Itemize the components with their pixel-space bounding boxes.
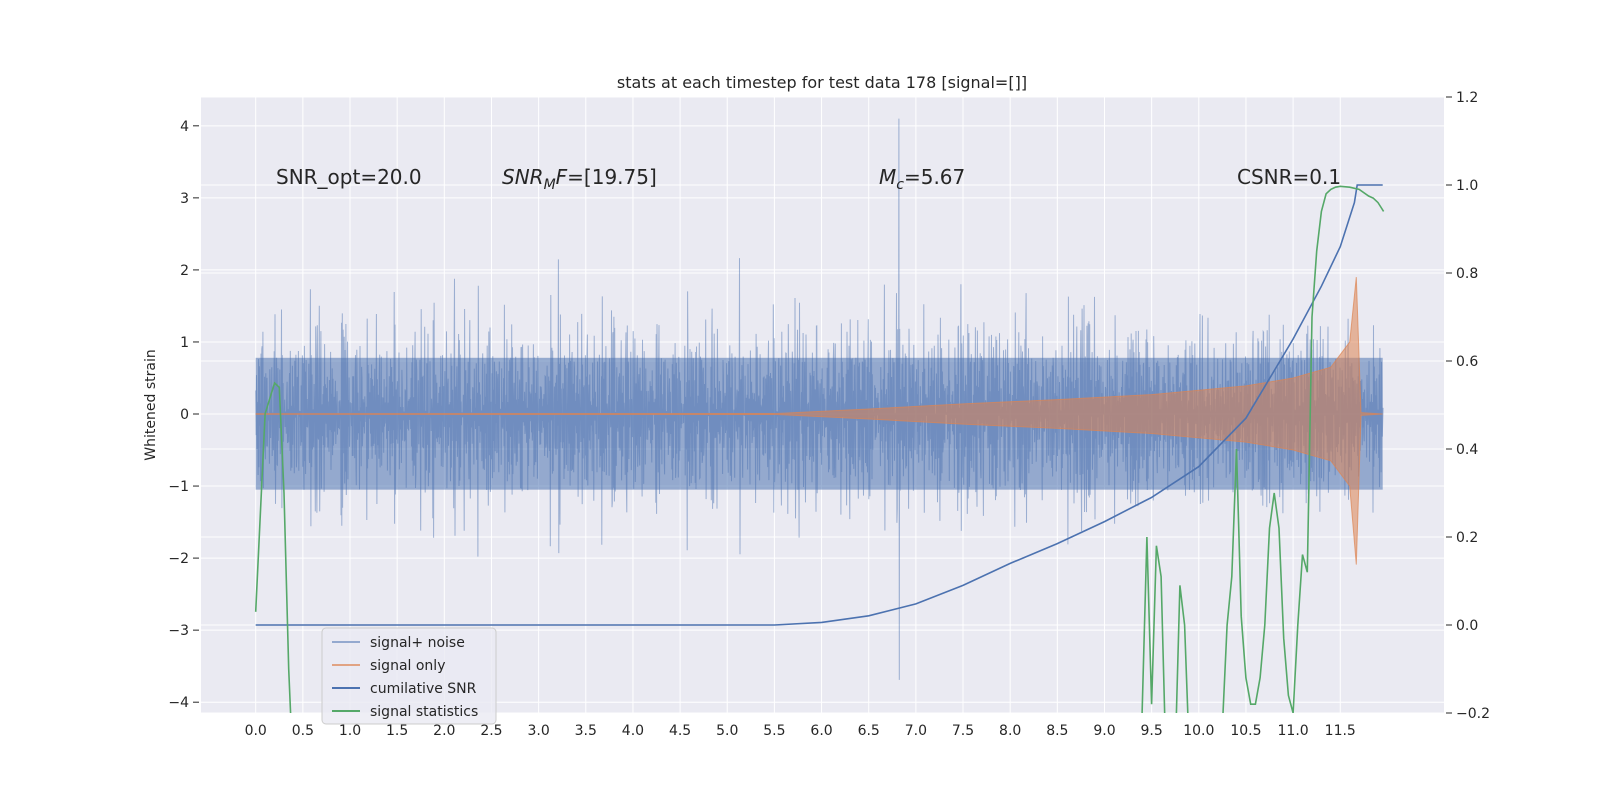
series-signal-only [255, 277, 1383, 565]
y-left-tick-label: 1 [180, 335, 189, 351]
x-tick-label: 0.5 [292, 723, 314, 739]
series-cumulative-snr [255, 184, 1383, 626]
y-left-tick-label: −1 [168, 479, 189, 495]
x-tick-label: 5.5 [763, 723, 785, 739]
x-tick-label: 9.5 [1141, 723, 1163, 739]
x-tick-label: 3.0 [527, 723, 549, 739]
x-tick-label: 0.0 [245, 723, 267, 739]
legend: signal+ noise signal only cumilative SNR si… [321, 627, 497, 725]
annotation-mc-base: M [879, 165, 896, 189]
x-tick-label: 6.5 [858, 723, 880, 739]
x-tick-label: 5.0 [716, 723, 738, 739]
x-tick-label: 7.0 [905, 723, 927, 739]
chart-title: stats at each timestep for test data 178… [617, 73, 1027, 92]
annotation-snr-mf-tail-f: F [556, 165, 568, 189]
legend-label: signal+ noise [370, 635, 465, 651]
annotation-snr-mf: SNRMF=[19.75] [502, 165, 657, 193]
x-tick-label: 1.5 [386, 723, 408, 739]
y-left-tick-label: 4 [180, 119, 189, 135]
y-axis-label: Whitened strain [143, 349, 159, 460]
x-tick-label: 7.5 [952, 723, 974, 739]
x-tick-label: 2.0 [433, 723, 455, 739]
x-tick-label: 4.5 [669, 723, 691, 739]
series-layer [254, 118, 1385, 713]
legend-label: cumilative SNR [370, 681, 477, 697]
y-left-tick-label: −2 [168, 551, 189, 567]
y-right-tick-label: 0.2 [1456, 530, 1478, 546]
x-tick-label: 11.5 [1325, 723, 1356, 739]
annotation-mc: Mc=5.67 [879, 165, 965, 193]
y-right-tick-label: 0.4 [1456, 442, 1478, 458]
x-tick-label: 4.0 [622, 723, 644, 739]
y-left-tick-label: 3 [180, 191, 189, 207]
y-right-tick-label: 1.0 [1456, 178, 1478, 194]
x-tick-label: 11.0 [1278, 723, 1309, 739]
annotations: SNR_opt=20.0 SNRMF=[19.75] Mc=5.67 CSNR=… [276, 165, 1341, 193]
y-left-tick-label: −4 [168, 695, 189, 711]
right-axis-ticks: 1.2 1.0 0.8 0.6 0.4 0.2 0.0 −0.2 [1446, 90, 1490, 722]
y-right-tick-label: −0.2 [1456, 706, 1490, 722]
annotation-csnr: CSNR=0.1 [1237, 165, 1341, 189]
x-tick-label: 2.5 [480, 723, 502, 739]
x-tick-label: 1.0 [339, 723, 361, 739]
legend-box [321, 627, 497, 725]
x-tick-label: 10.5 [1230, 723, 1261, 739]
legend-label: signal statistics [370, 704, 478, 720]
annotation-snr-mf-base: SNR [502, 165, 544, 189]
y-right-tick-label: 0.8 [1456, 266, 1478, 282]
x-tick-label: 8.5 [1046, 723, 1068, 739]
series-signal-statistics [254, 185, 1385, 713]
annotation-snr-mf-value: =[19.75] [567, 165, 657, 189]
x-tick-label: 3.5 [575, 723, 597, 739]
x-tick-label: 9.0 [1093, 723, 1115, 739]
y-right-tick-label: 1.2 [1456, 90, 1478, 106]
legend-label: signal only [370, 658, 445, 674]
x-tick-label: 8.0 [999, 723, 1021, 739]
x-tick-label: 6.0 [810, 723, 832, 739]
annotation-snr-mf-sub: M [544, 177, 556, 193]
annotation-mc-tail: =5.67 [904, 165, 965, 189]
x-axis-ticks: 0.0 0.5 1.0 1.5 2.0 2.5 3.0 3.5 4.0 4.5 5.0 5.5 6.0 6… [245, 723, 1356, 739]
y-left-tick-label: 2 [180, 263, 189, 279]
y-left-tick-label: 0 [180, 407, 189, 423]
left-axis-ticks: 4 3 2 1 0 −1 −2 −3 −4 [168, 119, 199, 711]
annotation-mc-sub: c [896, 177, 904, 193]
y-right-tick-label: 0.0 [1456, 618, 1478, 634]
y-right-tick-label: 0.6 [1456, 354, 1478, 370]
annotation-snr-opt: SNR_opt=20.0 [276, 165, 422, 189]
y-left-tick-label: −3 [168, 623, 189, 639]
x-tick-label: 10.0 [1183, 723, 1214, 739]
